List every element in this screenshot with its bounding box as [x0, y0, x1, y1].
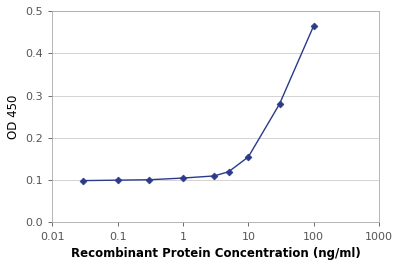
X-axis label: Recombinant Protein Concentration (ng/ml): Recombinant Protein Concentration (ng/ml…	[71, 247, 360, 260]
Y-axis label: OD 450: OD 450	[7, 95, 20, 139]
